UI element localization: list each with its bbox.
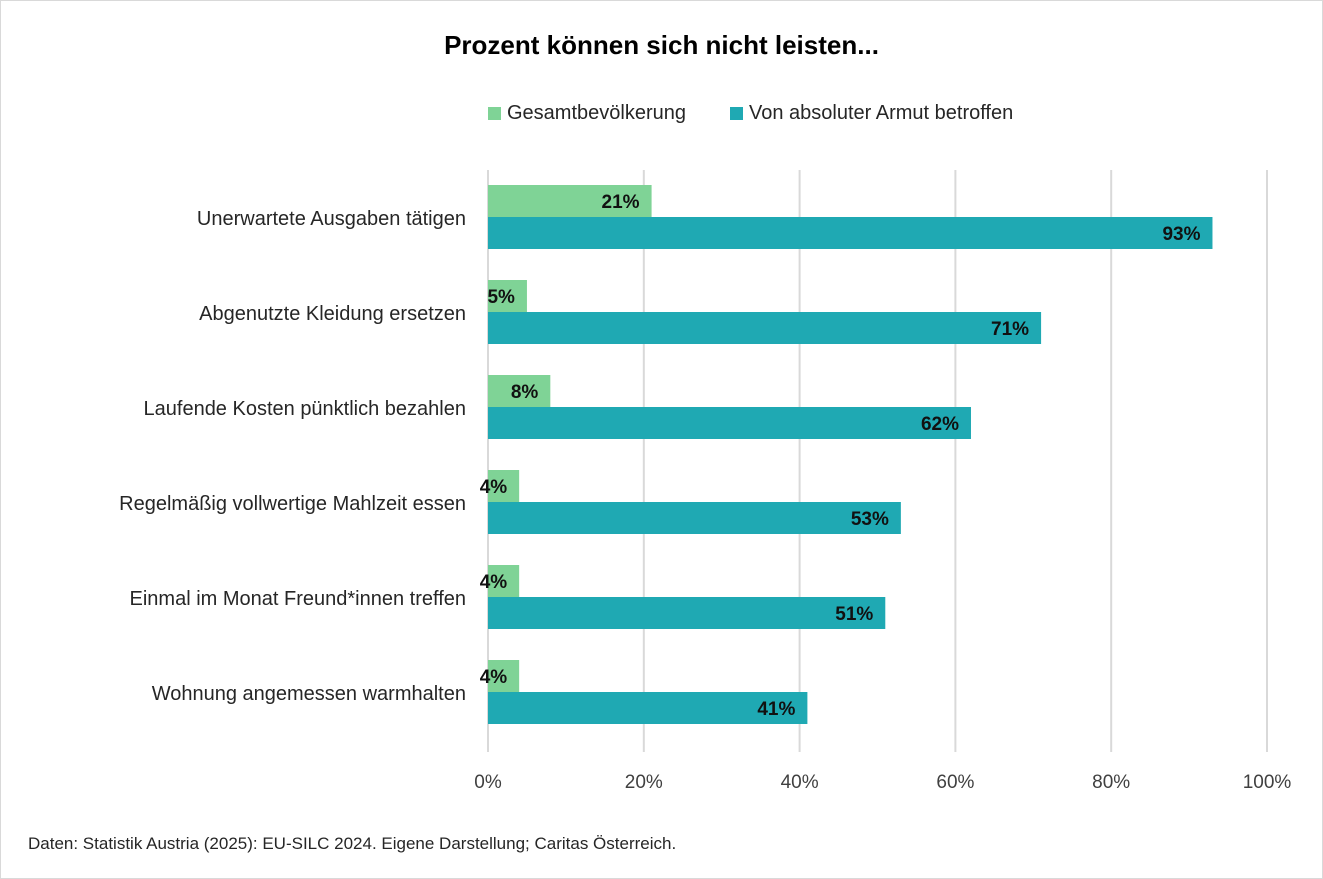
category-label: Abgenutzte Kleidung ersetzen [199, 303, 466, 325]
legend-item-armut: Von absoluter Armut betroffen [729, 102, 1014, 125]
legend-label-armut: Von absoluter Armut betroffen [748, 102, 1014, 124]
x-tick-label: 60% [936, 772, 974, 793]
x-tick-label: 40% [781, 772, 819, 793]
bar-armut [488, 312, 1042, 344]
bar-gesamtbevoelkerung [488, 375, 551, 407]
x-tick-label: 80% [1092, 772, 1130, 793]
x-tick-label: 20% [625, 772, 663, 793]
x-tick-label: 0% [474, 772, 502, 793]
legend-swatch-armut [729, 107, 743, 120]
bar-gesamtbevoelkerung [488, 185, 652, 217]
legend-label-gesamtbevoelkerung: Gesamtbevölkerung [507, 102, 686, 124]
bar-armut [488, 692, 808, 724]
bar-gesamtbevoelkerung [488, 470, 520, 502]
data-label: 62% [921, 414, 959, 435]
data-label: 51% [835, 604, 873, 625]
category-label: Unerwartete Ausgaben tätigen [197, 208, 466, 230]
data-label: 41% [757, 699, 795, 720]
x-tick-label: 100% [1243, 772, 1292, 793]
chart-title: Prozent können sich nicht leisten... [444, 30, 879, 60]
data-label: 93% [1162, 224, 1200, 245]
bar-gesamtbevoelkerung [488, 280, 527, 312]
data-label: 71% [991, 319, 1029, 340]
legend: Gesamtbevölkerung Von absoluter Armut be… [488, 102, 1057, 125]
category-label: Laufende Kosten pünktlich bezahlen [144, 398, 466, 420]
bar-gesamtbevoelkerung [488, 660, 520, 692]
footnote: Daten: Statistik Austria (2025): EU-SILC… [28, 834, 677, 853]
category-label: Regelmäßig vollwertige Mahlzeit essen [119, 493, 466, 515]
data-label: 5% [487, 287, 515, 308]
bar-gesamtbevoelkerung [488, 565, 520, 597]
data-label: 8% [511, 382, 539, 403]
data-label: 4% [480, 667, 508, 688]
data-label: 4% [480, 477, 508, 498]
legend-item-gesamtbevoelkerung: Gesamtbevölkerung [488, 102, 686, 125]
data-label: 21% [602, 192, 640, 213]
bar-armut [488, 597, 886, 629]
bar-armut [488, 407, 971, 439]
category-label: Einmal im Monat Freund*innen treffen [130, 588, 466, 610]
data-label: 53% [851, 509, 889, 530]
data-label: 4% [480, 572, 508, 593]
legend-swatch-gesamtbevoelkerung [488, 107, 501, 120]
category-label: Wohnung angemessen warmhalten [152, 683, 466, 705]
bar-armut [488, 217, 1213, 249]
bar-armut [488, 502, 901, 534]
